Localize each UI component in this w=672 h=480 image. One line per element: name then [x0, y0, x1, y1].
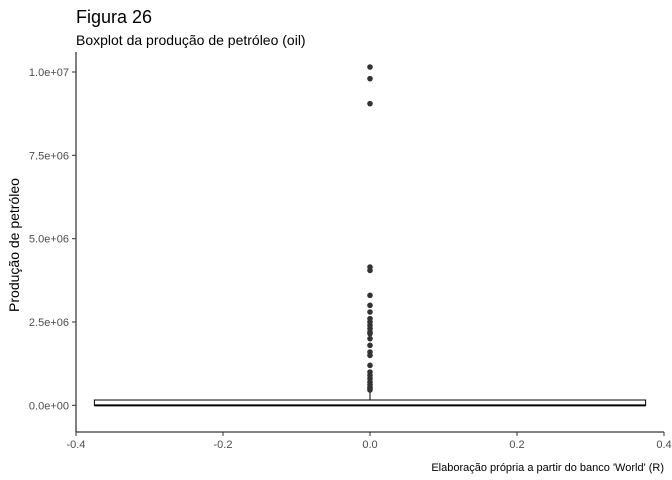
- chart-caption: Elaboração própria a partir do banco 'Wo…: [431, 462, 664, 474]
- outlier-point: [367, 309, 373, 315]
- y-axis-ticks: 0.0e+00 2.5e+06 5.0e+06 7.5e+06 1.0e+07: [29, 67, 76, 412]
- outlier-point: [367, 352, 373, 359]
- outlier-point: [367, 292, 373, 299]
- y-tick-label: 7.5e+06: [29, 150, 69, 162]
- y-tick-label: 0.0e+00: [29, 400, 69, 412]
- x-tick-label: -0.4: [67, 439, 86, 451]
- plot-area: [93, 64, 647, 407]
- outlier-point: [367, 342, 373, 349]
- x-tick-label: 0.4: [656, 439, 671, 451]
- x-tick-label: -0.2: [214, 439, 233, 451]
- chart-title: Figura 26: [76, 7, 152, 27]
- outlier-point: [367, 64, 373, 70]
- outlier-point: [367, 75, 373, 82]
- x-tick-label: 0.0: [362, 439, 377, 451]
- outlier-point: [367, 330, 373, 337]
- outlier-point: [367, 100, 373, 107]
- y-tick-label: 5.0e+06: [29, 234, 69, 246]
- outlier-point: [367, 387, 373, 393]
- outlier-point: [367, 267, 373, 274]
- x-tick-label: 0.2: [509, 439, 524, 451]
- x-axis-ticks: -0.4 -0.2 0.0 0.2 0.4: [67, 432, 672, 451]
- y-axis-title: Produção de petróleo: [6, 178, 22, 312]
- outlier-point: [367, 362, 373, 369]
- outlier-point: [367, 302, 373, 309]
- y-tick-label: 1.0e+07: [29, 67, 69, 79]
- chart-subtitle: Boxplot da produção de petróleo (oil): [76, 32, 306, 48]
- outlier-point: [367, 335, 373, 342]
- y-tick-label: 2.5e+06: [29, 317, 69, 329]
